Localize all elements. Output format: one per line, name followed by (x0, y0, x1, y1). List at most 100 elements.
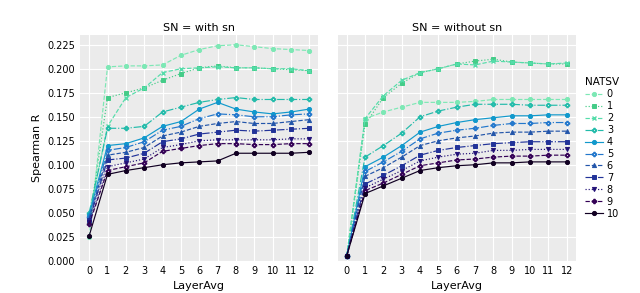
4 (563, 113, 571, 117)
2 (85, 213, 93, 217)
9 (250, 143, 258, 146)
6 (453, 136, 461, 140)
2 (343, 254, 351, 258)
0 (269, 47, 276, 50)
7 (471, 144, 479, 147)
2 (453, 62, 461, 66)
2 (490, 59, 497, 63)
10 (177, 161, 185, 165)
5 (490, 124, 497, 127)
0 (85, 235, 93, 239)
Line: 7: 7 (87, 126, 312, 222)
2 (380, 94, 387, 97)
4 (85, 213, 93, 217)
9 (232, 142, 240, 145)
7 (177, 137, 185, 141)
Line: 6: 6 (344, 129, 569, 258)
7 (305, 127, 313, 130)
4 (104, 144, 111, 147)
7 (232, 128, 240, 132)
5 (453, 128, 461, 132)
10 (416, 169, 424, 172)
2 (305, 69, 313, 72)
6 (104, 154, 111, 157)
1 (177, 72, 185, 75)
2 (122, 96, 130, 99)
10 (361, 192, 369, 195)
0 (177, 54, 185, 57)
10 (343, 254, 351, 258)
9 (287, 142, 295, 145)
2 (526, 61, 534, 65)
3 (159, 110, 166, 114)
4 (361, 165, 369, 168)
6 (471, 134, 479, 138)
8 (140, 157, 148, 161)
7 (269, 128, 276, 132)
Line: 1: 1 (87, 64, 312, 224)
0 (453, 100, 461, 104)
2 (250, 66, 258, 69)
1 (526, 61, 534, 65)
0 (490, 98, 497, 101)
5 (140, 140, 148, 144)
1 (122, 91, 130, 95)
3 (214, 98, 221, 101)
3 (305, 98, 313, 101)
1 (287, 68, 295, 71)
8 (380, 177, 387, 181)
3 (361, 155, 369, 159)
5 (195, 117, 203, 120)
5 (214, 112, 221, 116)
3 (545, 103, 552, 107)
2 (287, 67, 295, 71)
6 (416, 144, 424, 147)
6 (85, 217, 93, 220)
Line: 2: 2 (87, 65, 312, 217)
10 (435, 166, 442, 169)
1 (214, 64, 221, 68)
10 (140, 166, 148, 169)
0 (398, 105, 406, 109)
8 (361, 186, 369, 190)
0 (526, 98, 534, 101)
10 (104, 173, 111, 176)
4 (471, 118, 479, 121)
1 (232, 66, 240, 69)
10 (269, 151, 276, 155)
9 (343, 254, 351, 258)
Line: 10: 10 (87, 150, 312, 238)
3 (177, 105, 185, 109)
1 (453, 62, 461, 66)
5 (361, 170, 369, 173)
7 (435, 149, 442, 152)
6 (214, 122, 221, 125)
Line: 6: 6 (87, 117, 312, 221)
8 (398, 169, 406, 172)
8 (159, 146, 166, 149)
7 (398, 164, 406, 168)
1 (104, 96, 111, 99)
9 (214, 142, 221, 145)
10 (305, 151, 313, 154)
4 (140, 136, 148, 140)
1 (490, 57, 497, 61)
6 (526, 130, 534, 134)
2 (563, 61, 571, 65)
9 (416, 164, 424, 168)
7 (361, 182, 369, 186)
4 (508, 114, 516, 117)
5 (398, 149, 406, 153)
1 (563, 62, 571, 66)
10 (380, 184, 387, 188)
7 (250, 130, 258, 133)
8 (416, 159, 424, 163)
7 (545, 140, 552, 144)
10 (545, 160, 552, 164)
2 (195, 66, 203, 69)
9 (508, 154, 516, 158)
9 (195, 144, 203, 147)
3 (122, 127, 130, 130)
10 (122, 169, 130, 172)
Line: 0: 0 (87, 43, 312, 239)
